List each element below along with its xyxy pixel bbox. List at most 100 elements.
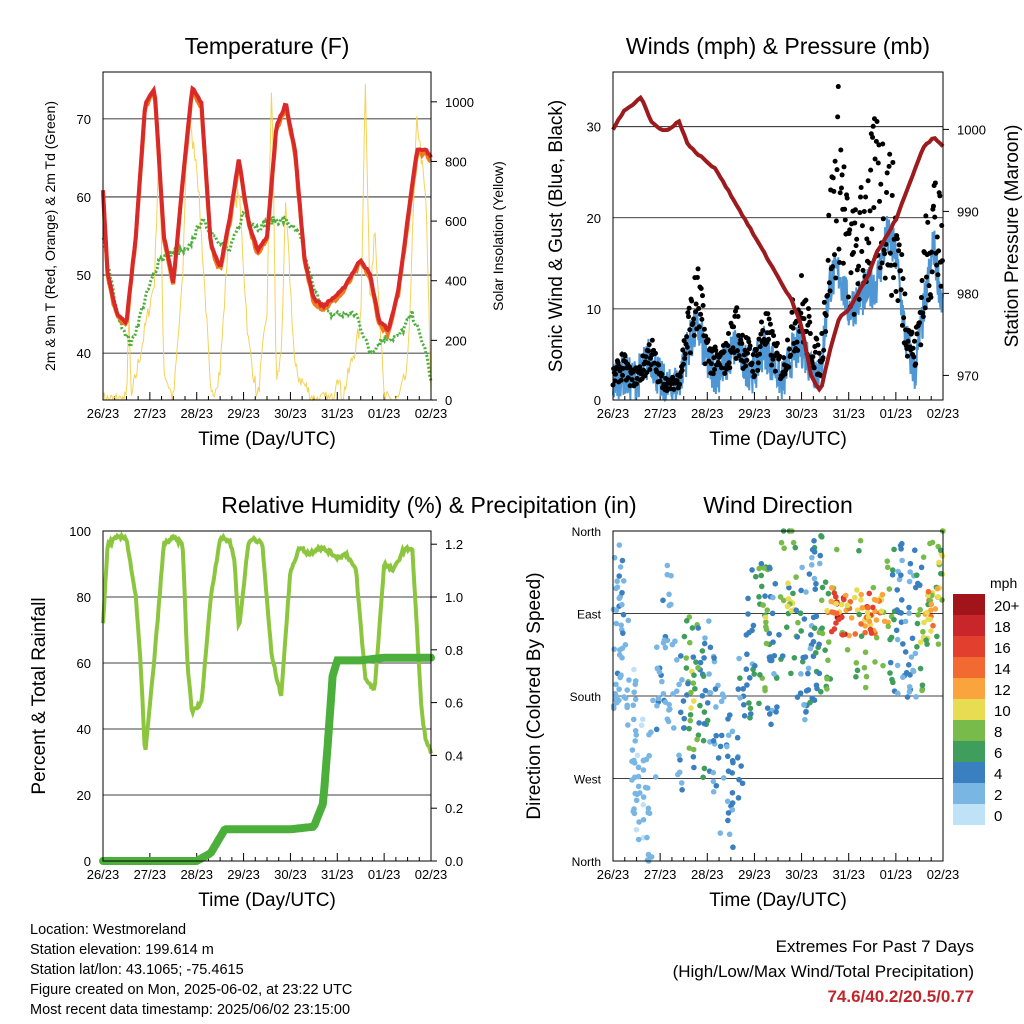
direction-point (825, 590, 832, 597)
direction-point (752, 663, 758, 669)
gust-point (891, 275, 896, 281)
direction-point (713, 732, 720, 739)
direction-point (636, 819, 642, 825)
gust-point (874, 119, 880, 125)
temp-xtick-label: 02/23 (415, 406, 448, 421)
temp-ylabel-right: Solar Insolation (Yellow) (490, 161, 506, 311)
direction-point (616, 573, 623, 579)
gust-point (845, 294, 851, 300)
rh-plot-border (102, 530, 432, 862)
gust-point (918, 342, 924, 348)
direction-point (683, 618, 690, 624)
gust-point (866, 240, 872, 246)
direction-point (858, 621, 864, 627)
direction-point (695, 664, 701, 671)
temp-ytick-right: 400 (445, 274, 467, 289)
direction-point (920, 628, 926, 635)
gust-point (686, 314, 692, 320)
rh-ytick-left: 100 (69, 524, 91, 539)
gust-point (924, 274, 929, 280)
direction-point (766, 630, 773, 637)
direction-point (661, 637, 668, 643)
direction-point (686, 745, 693, 751)
direction-point (619, 601, 625, 608)
temp-ytick-right: 200 (445, 333, 467, 348)
direction-point (866, 618, 873, 625)
dir-xtick-label: 28/23 (691, 867, 724, 882)
gust-point (627, 383, 633, 389)
direction-point (896, 609, 903, 616)
direction-point (743, 666, 750, 673)
gust-point (726, 330, 731, 336)
direction-point (640, 801, 647, 808)
dir-plot-border (612, 530, 944, 862)
rh-xlabel: Time (Day/UTC) (198, 890, 336, 911)
direction-point (630, 702, 637, 709)
gust-point (649, 337, 655, 343)
direction-point (764, 705, 771, 711)
gust-point (702, 361, 708, 367)
direction-point (700, 673, 707, 679)
gust-point (859, 248, 865, 254)
gust-point (879, 260, 885, 266)
gust-point (664, 388, 670, 394)
direction-point (758, 572, 765, 579)
direction-point (900, 641, 906, 647)
direction-point (894, 587, 901, 593)
direction-point (773, 675, 780, 681)
dir-xtick-label: 30/23 (785, 867, 818, 882)
gust-point (752, 373, 758, 379)
direction-point (685, 680, 691, 687)
gust-point (765, 336, 771, 342)
direction-point (680, 698, 687, 704)
gust-point (677, 374, 683, 380)
gust-point (788, 352, 794, 358)
direction-point (870, 604, 876, 611)
rh-xtick-label: 02/23 (415, 867, 448, 882)
direction-point (653, 726, 660, 733)
winds-xtick-label: 01/23 (880, 406, 913, 421)
gust-point (759, 319, 764, 325)
speed-legend-swatch (953, 741, 985, 762)
direction-point (803, 709, 809, 715)
direction-point (862, 684, 869, 691)
direction-point (898, 572, 904, 578)
direction-point (725, 817, 731, 824)
gust-point (671, 386, 677, 392)
direction-point (690, 746, 697, 753)
temp-xtick-label: 26/23 (87, 406, 120, 421)
direction-point (938, 570, 944, 577)
direction-point (631, 760, 638, 766)
speed-legend-swatch (953, 783, 985, 804)
direction-point (773, 709, 779, 715)
direction-point (809, 546, 816, 553)
direction-point (900, 674, 906, 681)
gust-point (746, 339, 752, 345)
gust-point (663, 384, 669, 390)
gust-point (882, 275, 888, 281)
direction-point (828, 598, 834, 605)
gust-point (877, 265, 883, 271)
direction-point (644, 857, 651, 863)
direction-point (764, 607, 771, 613)
winds-plot-border (612, 71, 944, 401)
gust-point (627, 364, 632, 370)
direction-point (906, 578, 913, 585)
direction-point (697, 702, 703, 709)
direction-point (745, 595, 751, 602)
direction-point (853, 674, 859, 680)
direction-point (934, 585, 941, 592)
direction-point (689, 625, 696, 631)
direction-point (907, 569, 913, 575)
direction-point (677, 757, 683, 763)
direction-point (822, 579, 829, 585)
winds-xtick-label: 26/23 (597, 406, 630, 421)
direction-point (757, 672, 763, 678)
direction-point (692, 685, 698, 692)
direction-point (679, 787, 685, 793)
direction-point (799, 658, 806, 665)
gust-point (789, 309, 795, 315)
direction-point (887, 659, 894, 666)
direction-point (819, 584, 826, 591)
